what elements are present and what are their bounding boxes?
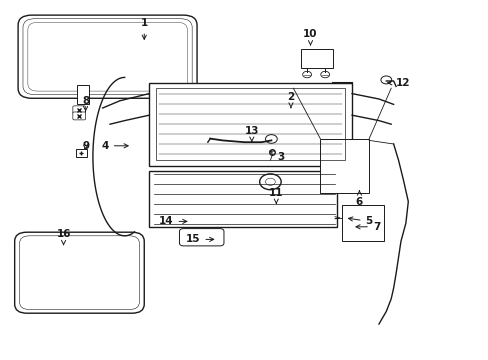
FancyBboxPatch shape [73, 112, 85, 120]
Bar [76, 149, 86, 157]
FancyBboxPatch shape [179, 229, 224, 246]
Bar [156, 88, 344, 160]
Text: 13: 13 [244, 126, 259, 142]
Text: 14: 14 [159, 216, 186, 226]
Text: 1: 1 [141, 18, 147, 39]
Text: 12: 12 [387, 78, 410, 88]
Bar [149, 171, 337, 227]
FancyBboxPatch shape [15, 232, 144, 313]
Text: 15: 15 [185, 234, 213, 244]
Bar [300, 49, 332, 68]
Text: 9: 9 [82, 141, 89, 151]
Text: 5: 5 [348, 216, 372, 226]
Text: 10: 10 [303, 29, 317, 45]
Bar [149, 83, 351, 166]
FancyBboxPatch shape [18, 15, 197, 98]
Text: 4: 4 [101, 141, 128, 151]
Bar [77, 85, 89, 104]
Bar [320, 139, 368, 193]
Text: 8: 8 [82, 96, 89, 111]
Text: 16: 16 [56, 229, 71, 245]
Text: 7: 7 [355, 222, 380, 232]
FancyBboxPatch shape [73, 106, 85, 114]
Text: 11: 11 [268, 188, 283, 203]
Bar [342, 205, 383, 241]
Text: 6: 6 [355, 191, 362, 207]
Text: 3: 3 [269, 151, 284, 162]
Text: 2: 2 [287, 92, 294, 108]
